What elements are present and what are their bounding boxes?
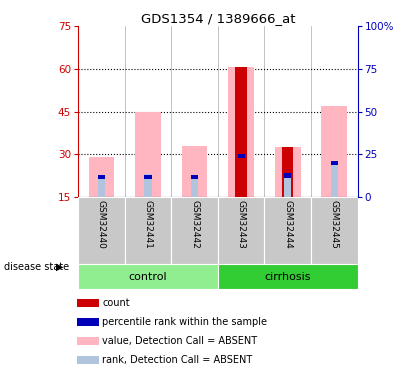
Bar xyxy=(275,147,300,197)
Bar xyxy=(144,175,152,179)
Bar xyxy=(77,299,99,307)
Bar xyxy=(144,174,152,197)
Text: GSM32440: GSM32440 xyxy=(97,200,106,249)
Bar xyxy=(236,68,247,197)
Bar xyxy=(282,147,293,197)
Bar xyxy=(311,197,358,264)
Bar xyxy=(218,264,358,289)
Bar xyxy=(77,318,99,326)
Text: GSM32444: GSM32444 xyxy=(283,200,292,249)
Bar xyxy=(331,160,338,165)
Bar xyxy=(77,356,99,364)
Text: GSM32445: GSM32445 xyxy=(330,200,339,249)
Bar xyxy=(321,106,347,197)
Bar xyxy=(182,146,207,197)
Text: cirrhosis: cirrhosis xyxy=(264,272,311,282)
Bar xyxy=(238,153,245,158)
Bar xyxy=(78,264,218,289)
Text: ▶: ▶ xyxy=(55,262,63,272)
Text: GSM32442: GSM32442 xyxy=(190,200,199,249)
Bar xyxy=(98,175,105,179)
Text: GSM32441: GSM32441 xyxy=(143,200,152,249)
Bar xyxy=(218,197,264,264)
Bar xyxy=(89,157,114,197)
Bar xyxy=(284,173,291,178)
Bar xyxy=(331,161,338,197)
Title: GDS1354 / 1389666_at: GDS1354 / 1389666_at xyxy=(141,12,295,25)
Bar xyxy=(125,197,171,264)
Text: count: count xyxy=(102,298,130,308)
Bar xyxy=(77,337,99,345)
Bar xyxy=(191,175,198,179)
Bar xyxy=(191,176,198,197)
Bar xyxy=(98,176,105,197)
Bar xyxy=(171,197,218,264)
Bar xyxy=(228,68,254,197)
Text: rank, Detection Call = ABSENT: rank, Detection Call = ABSENT xyxy=(102,355,253,364)
Bar xyxy=(284,176,291,197)
Text: GSM32443: GSM32443 xyxy=(237,200,246,249)
Bar xyxy=(78,197,125,264)
Text: value, Detection Call = ABSENT: value, Detection Call = ABSENT xyxy=(102,336,258,346)
Bar xyxy=(135,112,161,197)
Text: percentile rank within the sample: percentile rank within the sample xyxy=(102,317,268,327)
Bar xyxy=(264,197,311,264)
Text: disease state: disease state xyxy=(4,262,69,272)
Text: control: control xyxy=(129,272,167,282)
